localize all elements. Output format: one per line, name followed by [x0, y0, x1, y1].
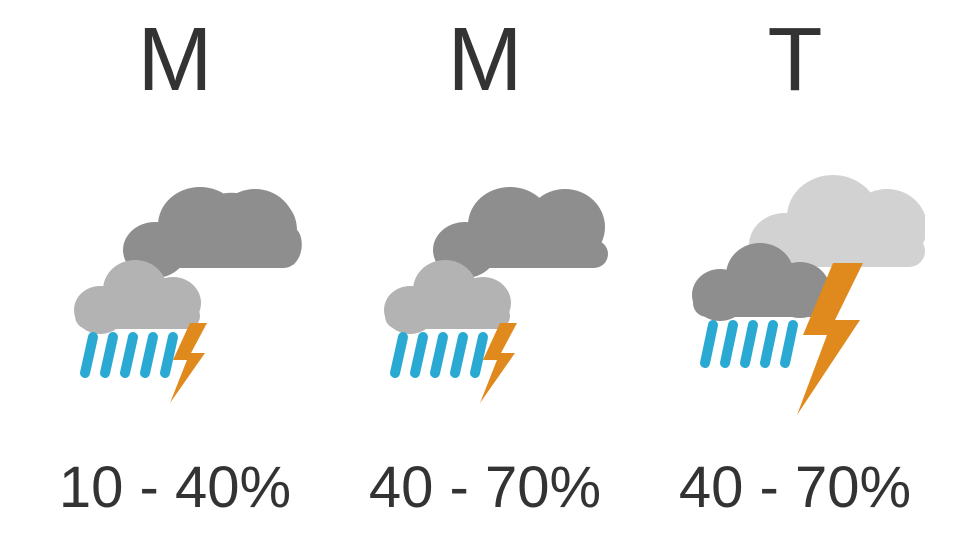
- day-column-0: M: [25, 10, 325, 546]
- day-column-2: T: [645, 10, 945, 546]
- precipitation-range: 10 - 40%: [59, 454, 291, 521]
- precipitation-range: 40 - 70%: [369, 454, 601, 521]
- day-letter: T: [768, 15, 823, 105]
- thunderstorm-icon: [45, 155, 305, 415]
- thunderstorm-large-icon: [665, 155, 925, 415]
- precipitation-range: 40 - 70%: [679, 454, 911, 521]
- forecast-row: M: [0, 0, 970, 546]
- day-letter: M: [448, 15, 523, 105]
- thunderstorm-icon: [355, 155, 615, 415]
- day-column-1: M: [335, 10, 635, 546]
- day-letter: M: [138, 15, 213, 105]
